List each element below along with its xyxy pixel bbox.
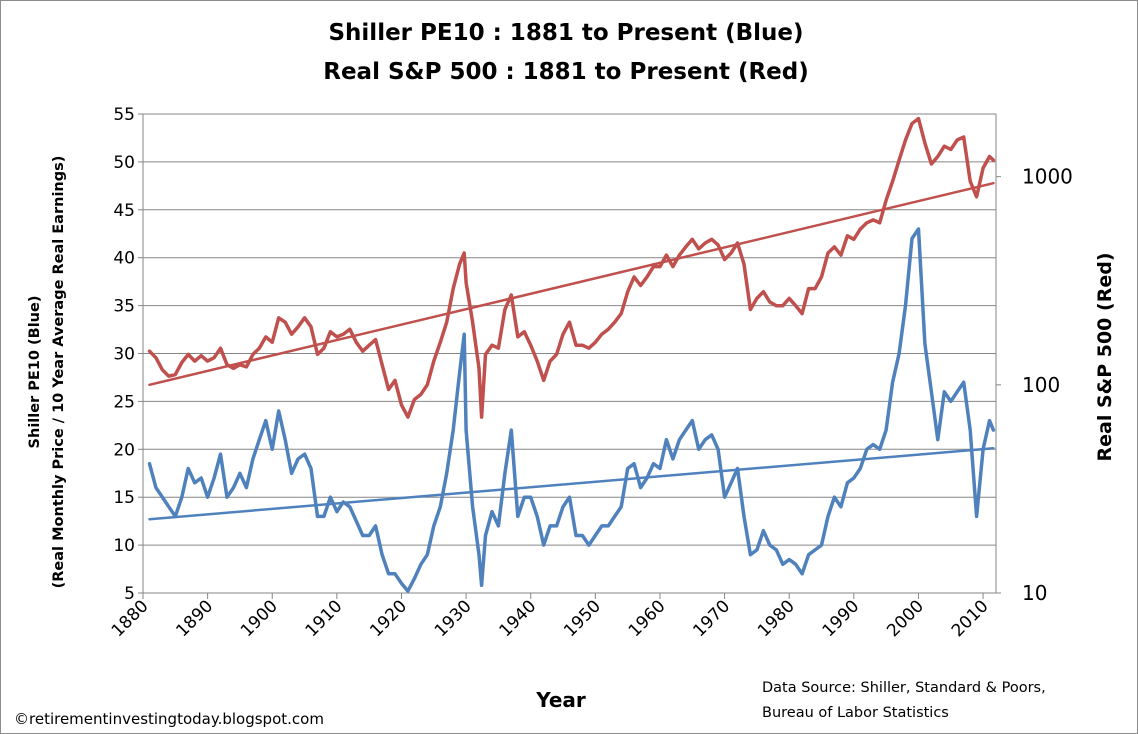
y-tick-label-45: 45 xyxy=(113,201,135,221)
x-tick-label-1900: 1900 xyxy=(237,596,282,641)
y-tick-label-40: 40 xyxy=(113,249,135,269)
shiller-pe10-line xyxy=(147,227,996,593)
x-tick-label-1930: 1930 xyxy=(431,596,476,641)
x-tick-label-2000: 2000 xyxy=(883,596,928,641)
x-tick-label-1970: 1970 xyxy=(689,596,734,641)
y-tick-label-25: 25 xyxy=(113,392,135,412)
x-tick-label-2010: 2010 xyxy=(948,596,993,641)
x-axis-label: Year xyxy=(535,688,586,712)
series-lines xyxy=(147,116,996,593)
y-tick-label-35: 35 xyxy=(113,297,135,317)
y2-tick-label-10: 10 xyxy=(1022,581,1047,605)
y-tick-label-30: 30 xyxy=(113,345,135,365)
x-tick-label-1920: 1920 xyxy=(366,596,411,641)
x-tick-label-1980: 1980 xyxy=(754,596,799,641)
s-p-500-trend-line xyxy=(148,181,995,387)
gridlines xyxy=(143,113,996,594)
pe10-trend-line xyxy=(148,447,995,521)
y-tick-label-5: 5 xyxy=(124,584,135,604)
chart-title-line2: Real S&P 500 : 1881 to Present (Red) xyxy=(323,59,809,85)
x-tick-label-1940: 1940 xyxy=(496,596,541,641)
chart-title-line1: Shiller PE10 : 1881 to Present (Blue) xyxy=(328,20,803,46)
x-axis-ticks: 1880 1890 1900 1910 1920 1930 1940 1950 1960 1970… xyxy=(108,593,993,641)
data-source-line1: Data Source: Shiller, Standard & Poors, xyxy=(762,680,1046,696)
x-tick-label-1890: 1890 xyxy=(172,596,217,641)
y-axis-ticks: 5 10 15 20 25 30 35 40 45 50 55 xyxy=(113,105,143,604)
y2-axis-ticks: 10 100 1000 xyxy=(996,165,1073,605)
y-tick-label-50: 50 xyxy=(113,153,135,173)
y-tick-label-20: 20 xyxy=(113,440,135,460)
data-source-line2: Bureau of Labor Statistics xyxy=(762,705,949,721)
x-tick-label-1950: 1950 xyxy=(560,596,605,641)
real-s-p-500-line xyxy=(147,116,996,419)
y2-tick-label-100: 100 xyxy=(1022,373,1060,397)
y2-axis-label: Real S&P 500 (Red) xyxy=(1094,252,1116,461)
y-axis-label-line1: Shiller PE10 (Blue) xyxy=(27,296,43,449)
x-tick-label-1910: 1910 xyxy=(302,596,347,641)
x-tick-label-1960: 1960 xyxy=(625,596,670,641)
x-tick-label-1990: 1990 xyxy=(819,596,864,641)
y-axis-label-line2: (Real Monthly Price / 10 Year Average Re… xyxy=(51,156,67,589)
footer-credit: ©retirementinvestingtoday.blogspot.com xyxy=(14,710,324,728)
y-tick-label-15: 15 xyxy=(113,488,135,508)
y-tick-label-10: 10 xyxy=(113,536,135,556)
y2-tick-label-1000: 1000 xyxy=(1022,165,1073,189)
y-tick-label-55: 55 xyxy=(113,105,135,125)
